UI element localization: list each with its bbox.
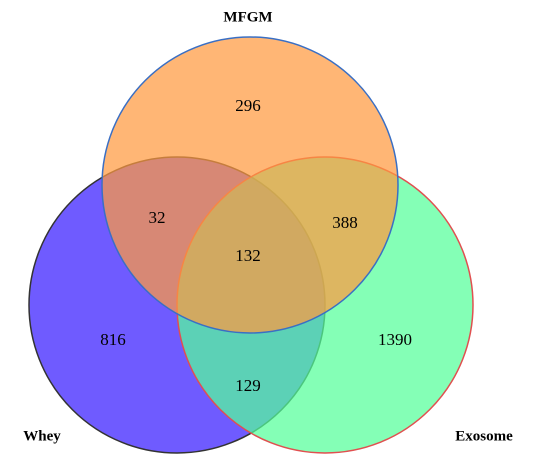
region-count: 388 <box>332 213 358 232</box>
region-count: 296 <box>235 96 261 115</box>
set-circle <box>101 36 399 334</box>
set-label: MFGM <box>223 9 272 25</box>
region-count: 816 <box>100 330 126 349</box>
region-count: 129 <box>235 376 261 395</box>
set-label: Whey <box>23 428 61 444</box>
region-count: 132 <box>235 246 261 265</box>
set-label: Exosome <box>455 428 513 444</box>
region-count: 1390 <box>378 330 412 349</box>
region-count: 32 <box>149 208 166 227</box>
